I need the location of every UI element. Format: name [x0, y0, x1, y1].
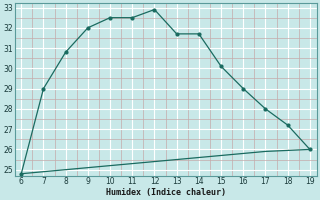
X-axis label: Humidex (Indice chaleur): Humidex (Indice chaleur) — [106, 188, 226, 197]
